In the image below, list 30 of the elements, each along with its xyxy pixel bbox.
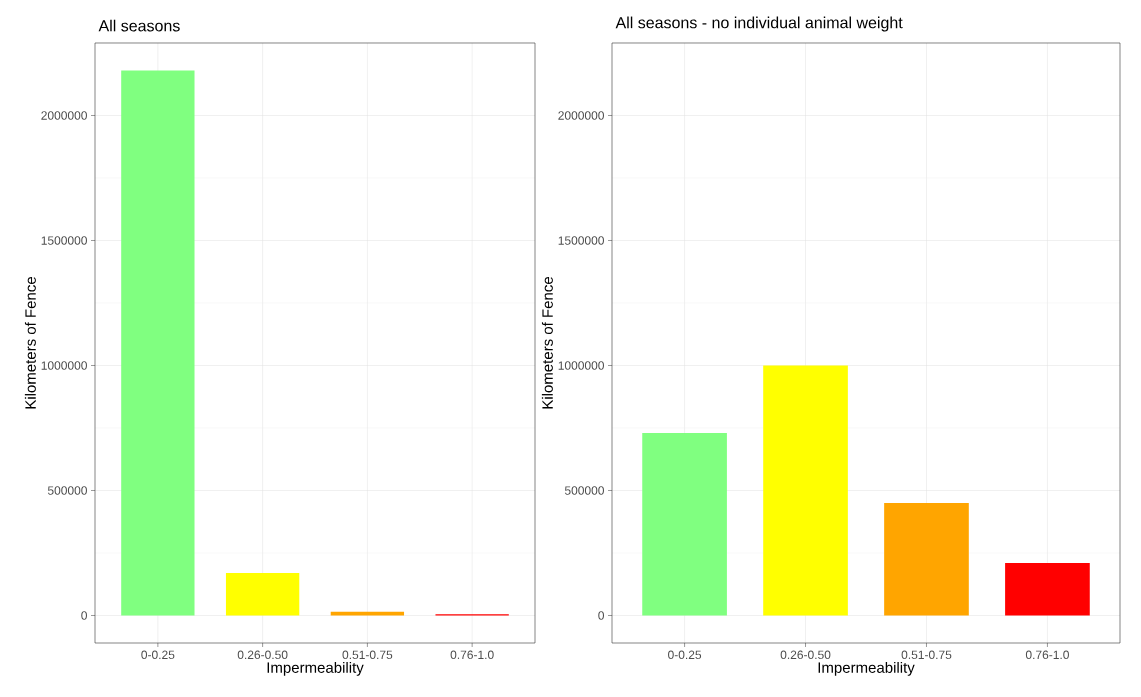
y-tick-label: 0 (81, 611, 87, 620)
bar (225, 573, 300, 616)
x-tick-label: 0.51-0.75 (901, 650, 952, 660)
x-tick-label: 0.51-0.75 (342, 650, 393, 660)
y-axis-title: Kilometers of Fence (24, 277, 36, 409)
bar (884, 503, 969, 616)
chart-title: All seasons - no individual animal weight (615, 16, 903, 32)
bar (1005, 563, 1090, 616)
y-tick-label: 1000000 (41, 361, 87, 370)
x-tick-label: 0-0.25 (141, 650, 175, 660)
y-tick-label: 2000000 (41, 111, 87, 120)
x-axis-title: Impermeability (818, 661, 915, 676)
y-tick-label: 1000000 (558, 361, 604, 370)
y-tick-label: 2000000 (558, 111, 604, 120)
x-tick-label: 0-0.25 (668, 650, 702, 660)
y-axis-title: Kilometers of Fence (541, 277, 553, 409)
x-tick-label: 0.26-0.50 (780, 650, 831, 660)
y-tick-label: 1500000 (558, 236, 604, 245)
x-tick-label: 0.26-0.50 (237, 650, 288, 660)
x-tick-label: 0.76-1.0 (1025, 650, 1069, 660)
y-tick-label: 1500000 (41, 236, 87, 245)
y-tick-label: 0 (598, 611, 605, 620)
x-tick-label: 0.76-1.0 (450, 650, 494, 660)
y-tick-label: 500000 (47, 486, 87, 495)
bar (121, 70, 195, 616)
chart-title: All seasons (98, 19, 180, 32)
x-axis-title: Impermeability (267, 661, 364, 676)
bar (763, 365, 848, 616)
y-tick-label: 500000 (564, 486, 604, 495)
bar (642, 433, 727, 616)
